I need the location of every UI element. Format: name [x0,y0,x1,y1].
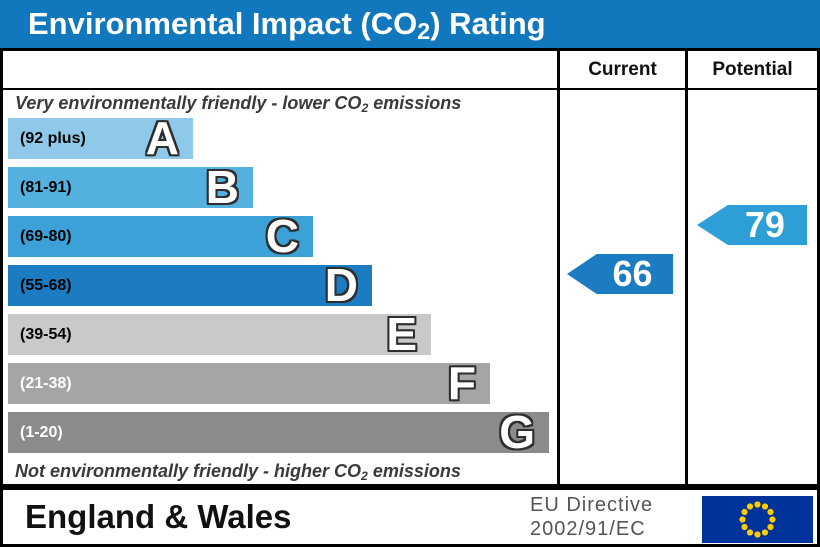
rating-band-e: (39-54) E [8,308,431,360]
band-letter: D [324,259,358,311]
band-letter: C [265,210,299,262]
column-header-potential: Potential [712,58,793,80]
potential-rating-value: 79 [744,204,785,245]
rating-table: Current Potential Very environmentally f… [0,48,820,487]
title-bar: Environmental Impact (CO2) Rating [0,0,820,48]
band-letter: E [386,308,417,360]
current-rating-value: 66 [612,253,653,294]
co2-subscript: 2 [417,18,431,45]
band-range-label: (39-54) [20,325,72,343]
band-letter: F [447,357,476,409]
region-label: England & Wales [25,498,292,535]
band-range-label: (21-38) [20,374,72,392]
band-range-label: (1-20) [20,423,63,441]
header-divider [3,88,817,90]
column-divider [557,51,560,484]
column-header-current: Current [588,58,657,80]
band-range-label: (81-91) [20,178,72,196]
rating-band-f: (21-38) F [8,357,490,409]
bottom-note: Not environmentally friendly - higher CO… [15,461,461,484]
current-column: 66 [560,90,685,484]
potential-rating-arrow: 79 [697,205,807,245]
rating-band-c: (69-80) C [8,210,313,262]
band-range-label: (69-80) [20,227,72,245]
eu-flag-icon [702,496,813,543]
column-divider [685,51,688,484]
rating-band-b: (81-91) B [8,161,253,213]
potential-column: 79 [688,90,817,484]
band-letter: A [145,112,179,164]
bands-column: Very environmentally friendly - lower CO… [3,90,557,484]
band-range-label: (92 plus) [20,129,86,147]
footer-bar: England & Wales EU Directive 2002/91/EC [0,487,820,547]
page-title: Environmental Impact (CO2) Rating [28,6,546,45]
band-range-label: (55-68) [20,276,72,294]
rating-bands: (92 plus) A (81-91) B (69-80) C (55-68) … [8,112,557,458]
rating-band-g: (1-20) G [8,406,549,458]
eu-directive-label: EU Directive 2002/91/EC [530,494,654,540]
current-rating-arrow: 66 [567,254,673,294]
rating-band-a: (92 plus) A [8,112,193,164]
band-letter: B [205,161,239,213]
top-note: Very environmentally friendly - lower CO… [15,93,462,116]
band-letter: G [499,406,535,458]
rating-band-d: (55-68) D [8,259,372,311]
